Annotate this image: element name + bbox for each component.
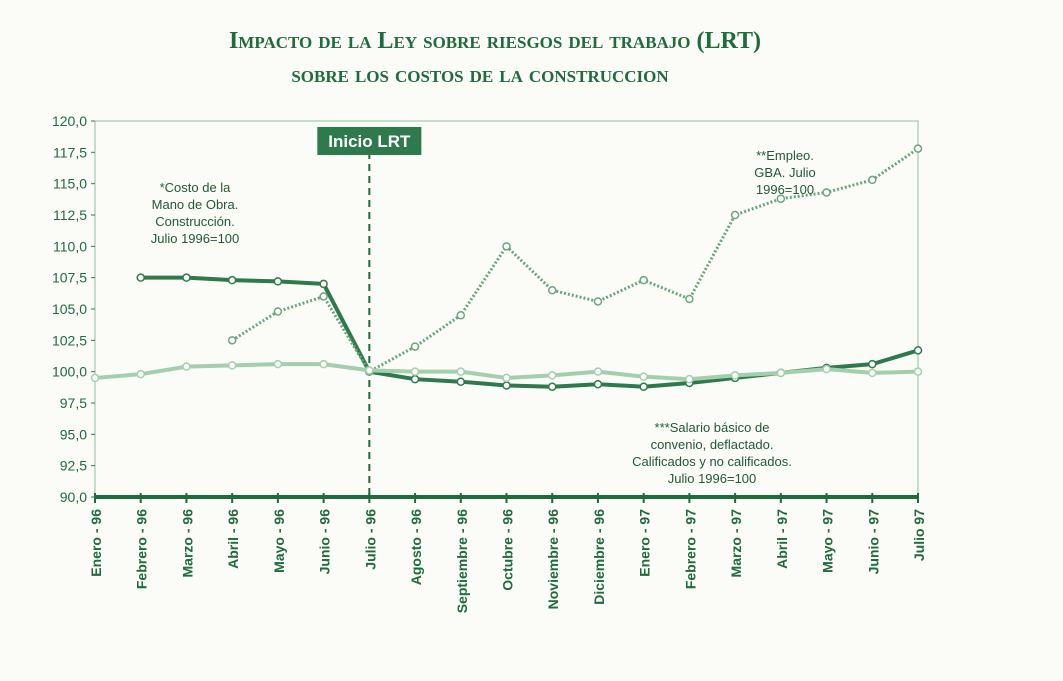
y-tick-label: 110,0	[53, 238, 87, 254]
point	[730, 210, 740, 220]
point	[547, 382, 557, 391]
x-tick-label: Junio - 96	[317, 509, 333, 575]
annotation: Calificados y no calificados.	[632, 454, 792, 469]
x-tick-label: Noviembre - 96	[545, 509, 561, 610]
x-tick-label: Abril - 96	[225, 509, 241, 569]
point	[822, 188, 831, 197]
event-label: Inicio LRT	[328, 132, 411, 151]
y-tick-label: 100,0	[52, 364, 87, 380]
point	[502, 373, 511, 383]
point	[593, 367, 603, 376]
annotation: Julio 1996=100	[668, 471, 757, 486]
chart-subtitle: sobre los costos de la construccion	[291, 62, 669, 88]
point	[136, 369, 145, 379]
x-tick-label: Mayo - 97	[820, 509, 836, 573]
point	[822, 364, 831, 374]
point	[227, 275, 237, 285]
x-tick-label: Enero - 96	[88, 509, 104, 577]
point	[182, 273, 191, 282]
point	[685, 374, 694, 384]
y-tick-label: 97,5	[60, 395, 87, 411]
point	[319, 292, 328, 301]
point	[456, 311, 466, 320]
annotation: Julio 1996=100	[151, 231, 240, 246]
point	[868, 359, 877, 369]
x-tick-label: Marzo - 97	[728, 509, 744, 578]
point	[410, 374, 420, 384]
annotation: convenio, deflactado.	[651, 437, 774, 452]
point	[90, 373, 100, 383]
annotation: **Empleo.	[756, 148, 814, 163]
point	[410, 367, 420, 376]
annotation: *Costo de la	[160, 180, 232, 195]
point	[227, 336, 237, 345]
point	[410, 342, 420, 351]
point	[913, 346, 923, 355]
point	[319, 279, 328, 289]
point	[547, 285, 557, 295]
x-tick-label: Enero - 97	[637, 509, 653, 577]
x-tick-label: Abril - 97	[774, 509, 790, 569]
point	[593, 379, 603, 389]
annotation: GBA. Julio	[754, 165, 815, 180]
point	[639, 372, 648, 381]
y-tick-label: 120,0	[52, 113, 87, 129]
y-tick-label: 117,5	[53, 144, 87, 160]
point	[273, 277, 283, 286]
x-tick-label: Marzo - 96	[179, 509, 195, 578]
point	[273, 359, 283, 369]
y-tick-label: 90,0	[60, 489, 87, 505]
annotation: ***Salario básico de	[655, 420, 770, 435]
x-tick-label: Septiembre - 96	[454, 509, 470, 613]
point	[868, 175, 877, 185]
x-tick-label: Febrero - 97	[682, 509, 698, 589]
event-box	[317, 127, 422, 155]
point	[593, 297, 603, 306]
point	[502, 242, 511, 251]
y-tick-label: 112,5	[53, 207, 87, 223]
x-tick-label: Febrero - 96	[134, 509, 150, 589]
annotation: 1996=100	[756, 182, 814, 197]
point	[639, 275, 648, 285]
chart-title: Impacto de la Ley sobre riesgos del trab…	[229, 28, 761, 54]
point	[730, 371, 740, 380]
point	[365, 366, 374, 375]
x-tick-label: Junio - 97	[865, 509, 881, 575]
point	[319, 359, 328, 369]
point	[776, 368, 786, 378]
y-tick-label: 95,0	[60, 426, 87, 442]
x-tick-label: Octubre - 96	[500, 509, 516, 591]
y-tick-label: 102,5	[52, 332, 87, 348]
y-tick-label: 107,5	[52, 270, 87, 286]
y-tick-label: 92,5	[60, 458, 87, 474]
annotation: Construcción.	[155, 214, 234, 229]
point	[273, 307, 283, 316]
x-tick-label: Mayo - 96	[271, 509, 287, 573]
point	[913, 367, 923, 376]
y-tick-label: 105,0	[52, 301, 87, 317]
x-tick-label: Julio - 96	[362, 509, 378, 570]
x-tick-label: Julio 97	[911, 509, 927, 561]
x-tick-label: Agosto - 96	[408, 509, 424, 585]
point	[685, 294, 694, 304]
point	[182, 362, 191, 371]
point	[456, 367, 466, 376]
point	[639, 382, 648, 391]
point	[776, 194, 786, 203]
point	[547, 371, 557, 380]
point	[456, 377, 466, 386]
point	[913, 144, 923, 153]
point	[502, 381, 511, 390]
x-tick-label: Diciembre - 96	[591, 509, 607, 605]
point	[136, 273, 145, 282]
y-tick-label: 115,0	[53, 176, 87, 192]
annotation: Mano de Obra.	[152, 197, 239, 212]
point	[868, 368, 877, 378]
point	[227, 361, 237, 370]
series-line	[231, 147, 919, 374]
